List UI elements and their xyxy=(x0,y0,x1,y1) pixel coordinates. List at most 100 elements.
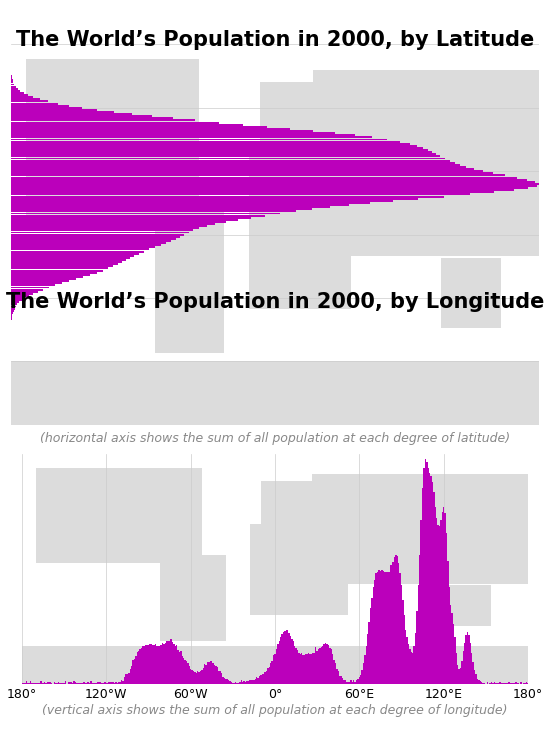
Bar xyxy=(379,571,381,684)
Bar xyxy=(11,183,539,185)
Bar xyxy=(11,191,493,194)
Bar xyxy=(238,683,239,684)
Bar xyxy=(250,524,348,615)
Bar xyxy=(11,174,504,177)
Bar xyxy=(22,646,528,684)
Bar xyxy=(259,676,260,684)
Bar xyxy=(108,682,110,684)
Bar xyxy=(135,656,136,684)
Bar xyxy=(11,79,13,81)
Bar xyxy=(214,665,215,684)
Bar xyxy=(425,459,426,684)
Bar xyxy=(332,654,333,684)
Bar xyxy=(319,648,321,684)
Bar xyxy=(11,231,189,234)
Bar xyxy=(346,681,348,684)
Bar xyxy=(11,361,539,425)
Bar xyxy=(493,682,495,684)
Bar xyxy=(399,573,401,684)
Bar xyxy=(235,682,236,684)
Bar xyxy=(11,75,12,77)
Bar xyxy=(179,652,180,684)
Bar xyxy=(11,244,161,246)
Bar xyxy=(11,90,20,92)
Bar xyxy=(409,649,411,684)
Bar xyxy=(11,240,171,242)
Bar xyxy=(377,572,378,684)
Bar xyxy=(160,555,226,641)
Bar xyxy=(11,263,118,265)
Bar xyxy=(11,107,82,109)
Bar xyxy=(11,86,16,88)
Bar xyxy=(11,179,527,180)
Bar xyxy=(340,676,342,684)
Bar xyxy=(155,207,224,353)
Bar xyxy=(278,641,280,684)
Bar xyxy=(11,96,34,98)
Bar xyxy=(162,643,163,684)
Bar xyxy=(128,672,130,684)
Bar xyxy=(58,682,59,684)
Bar xyxy=(11,236,180,238)
Bar xyxy=(354,682,356,684)
Bar xyxy=(298,653,300,684)
Bar xyxy=(384,572,386,684)
Text: (horizontal axis shows the sum of all population at each degree of latitude): (horizontal axis shows the sum of all po… xyxy=(40,432,510,446)
Bar xyxy=(459,669,460,684)
Bar xyxy=(176,645,177,684)
Bar xyxy=(234,683,235,684)
Bar xyxy=(11,307,15,310)
Bar xyxy=(467,633,468,684)
Bar xyxy=(388,572,389,684)
Bar xyxy=(300,654,301,684)
Bar xyxy=(202,667,204,684)
Bar xyxy=(338,672,339,684)
Bar xyxy=(60,683,62,684)
Bar xyxy=(474,670,475,684)
Bar xyxy=(249,680,250,684)
Bar xyxy=(149,644,151,684)
Bar xyxy=(78,683,79,684)
Bar xyxy=(274,653,276,684)
Bar xyxy=(11,145,417,147)
Bar xyxy=(367,634,368,684)
Bar xyxy=(339,675,340,684)
Bar xyxy=(11,297,25,299)
Bar xyxy=(297,650,298,684)
Bar xyxy=(482,683,484,684)
Bar xyxy=(283,632,284,684)
Bar xyxy=(11,126,267,128)
Bar xyxy=(197,671,199,684)
Bar xyxy=(389,565,391,684)
Bar xyxy=(321,647,322,684)
Bar xyxy=(256,676,257,684)
Bar xyxy=(242,682,243,684)
Bar xyxy=(184,660,186,684)
Bar xyxy=(376,573,377,684)
Bar xyxy=(11,134,355,136)
Bar xyxy=(26,59,199,219)
Bar xyxy=(343,680,344,684)
Bar xyxy=(125,674,126,684)
Bar xyxy=(229,681,231,684)
Bar xyxy=(487,682,488,684)
Bar xyxy=(386,572,387,684)
Bar xyxy=(243,681,245,684)
Bar xyxy=(166,641,167,684)
Bar xyxy=(260,83,334,159)
Bar xyxy=(194,672,196,684)
Bar xyxy=(111,682,113,684)
Bar xyxy=(465,635,467,684)
Bar xyxy=(11,162,454,164)
Bar xyxy=(373,588,374,684)
Bar xyxy=(11,185,537,187)
Bar xyxy=(360,675,361,684)
Bar xyxy=(427,468,429,684)
Bar xyxy=(11,272,97,273)
Bar xyxy=(295,648,297,684)
Bar xyxy=(11,305,16,307)
Bar xyxy=(450,605,452,684)
Bar xyxy=(515,681,516,684)
Bar xyxy=(433,492,435,684)
Bar xyxy=(11,206,330,208)
